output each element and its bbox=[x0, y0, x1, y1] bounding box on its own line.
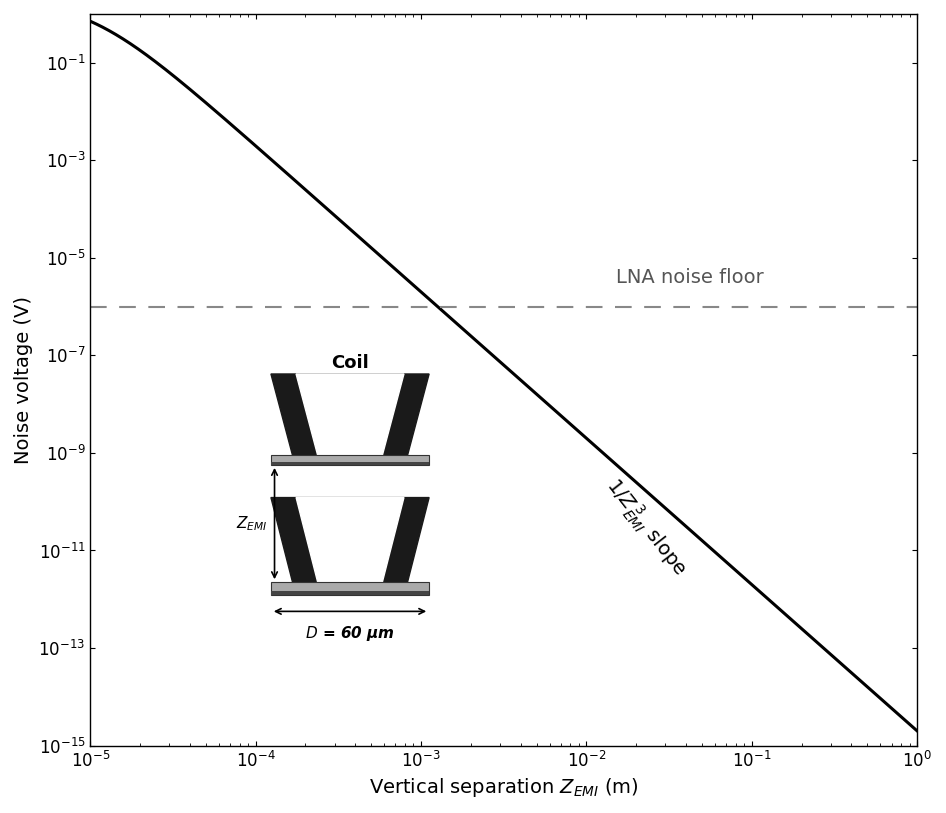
Y-axis label: Noise voltage (V): Noise voltage (V) bbox=[14, 296, 33, 463]
Text: $D$ = 60 μm: $D$ = 60 μm bbox=[305, 624, 395, 643]
Polygon shape bbox=[296, 374, 404, 455]
Text: LNA noise floor: LNA noise floor bbox=[616, 268, 763, 287]
Bar bbox=[271, 455, 429, 465]
Text: $1/Z_{EMI}^{\,3}$ slope: $1/Z_{EMI}^{\,3}$ slope bbox=[600, 473, 692, 581]
Bar bbox=[271, 591, 429, 595]
X-axis label: Vertical separation $Z_{EMI}$ (m): Vertical separation $Z_{EMI}$ (m) bbox=[369, 776, 639, 799]
Polygon shape bbox=[271, 498, 429, 582]
Bar bbox=[271, 462, 429, 465]
Text: $Z_{EMI}$: $Z_{EMI}$ bbox=[236, 514, 268, 533]
Bar bbox=[271, 582, 429, 595]
Text: Coil: Coil bbox=[331, 354, 369, 372]
Polygon shape bbox=[296, 498, 404, 582]
Polygon shape bbox=[271, 374, 429, 455]
